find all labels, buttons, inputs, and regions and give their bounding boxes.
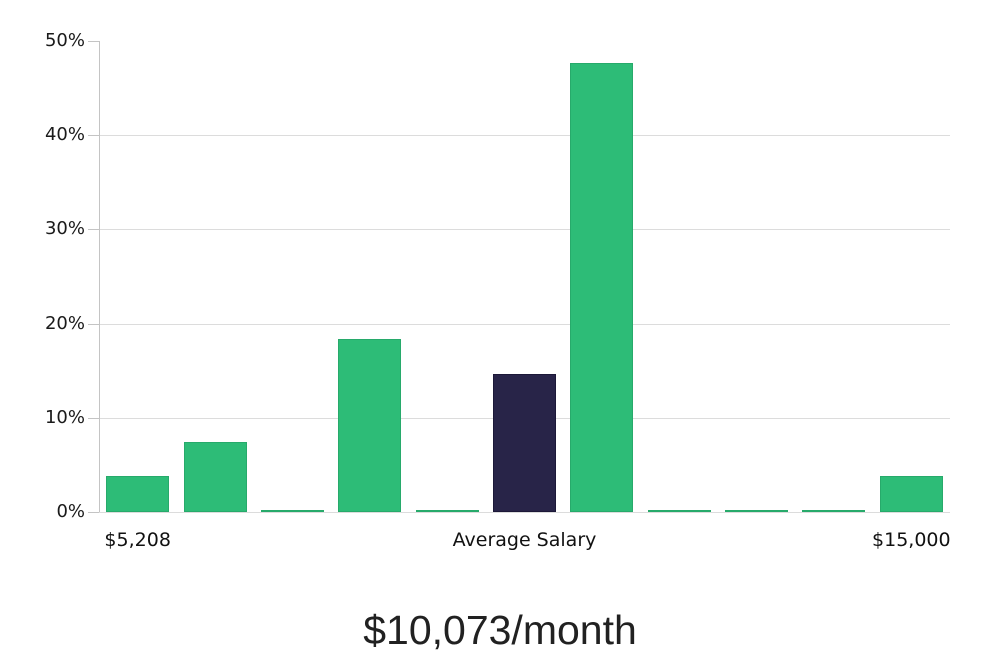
salary-bar <box>415 510 479 512</box>
salary-bar <box>647 510 711 512</box>
y-axis-label: 0% <box>56 501 85 522</box>
y-axis-tick <box>88 229 99 231</box>
y-axis-tick <box>88 417 99 419</box>
average-salary-bar <box>493 373 556 512</box>
y-axis-tick <box>88 135 99 137</box>
salary-bar <box>106 476 170 512</box>
y-axis-label: 10% <box>44 406 85 428</box>
x-axis-label-max-salary: $15,000 <box>872 529 951 551</box>
monthly-salary-title: $10,073/month <box>363 607 637 653</box>
y-axis-label: 20% <box>44 312 85 334</box>
salary-bar <box>183 442 247 512</box>
y-axis-tick <box>88 41 99 42</box>
gridline <box>99 323 950 325</box>
gridline <box>99 512 950 513</box>
y-axis-tick <box>88 323 99 325</box>
salary-bar <box>725 510 789 512</box>
y-axis-tick <box>88 512 99 513</box>
x-axis-label-average-salary: Average Salary <box>452 529 597 551</box>
salary-bar <box>338 338 402 512</box>
y-axis-label: 40% <box>44 124 85 146</box>
x-axis-label-min-salary: $5,208 <box>104 529 171 551</box>
y-axis-line <box>99 41 100 512</box>
salary-bar <box>802 510 866 512</box>
salary-bar <box>570 62 634 512</box>
y-axis-label: 50% <box>44 30 85 51</box>
gridline <box>99 135 950 137</box>
gridline <box>99 229 950 231</box>
salary-bar <box>879 476 943 512</box>
salary-bar <box>260 510 324 512</box>
y-axis-label: 30% <box>44 218 85 240</box>
